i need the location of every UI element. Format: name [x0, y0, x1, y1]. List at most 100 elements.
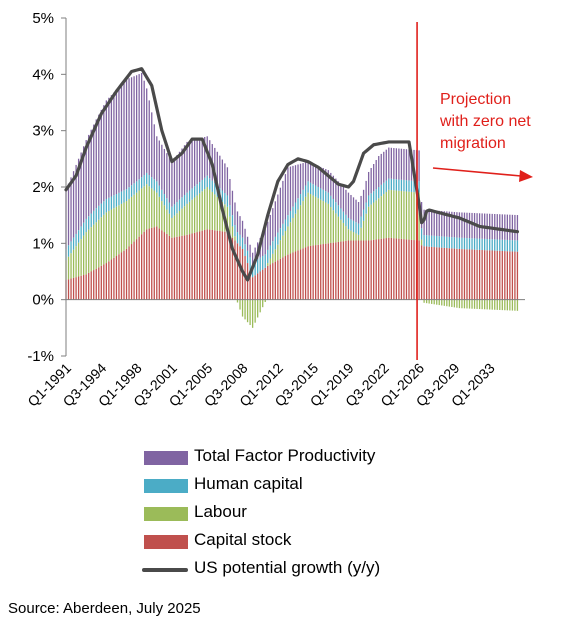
- bar-segment-human-capital: [337, 205, 340, 217]
- bar-segment-labour: [229, 216, 231, 235]
- bar-segment-total-factor-productivity: [330, 172, 332, 196]
- bar-segment-human-capital: [294, 202, 297, 214]
- bar-segment-labour: [461, 299, 463, 309]
- bar-segment-capital-stock: [98, 267, 100, 300]
- bar-segment-labour: [110, 209, 113, 260]
- bar-segment-human-capital: [113, 195, 115, 209]
- bar-segment-human-capital: [246, 250, 249, 264]
- bar-segment-capital-stock: [473, 249, 476, 300]
- bar-segment-total-factor-productivity: [289, 166, 292, 211]
- bar-segment-labour: [489, 299, 491, 310]
- bar-segment-capital-stock: [231, 237, 234, 300]
- bar-segment-labour: [246, 299, 249, 323]
- bar-segment-labour: [297, 209, 299, 251]
- bar-segment-human-capital: [501, 239, 503, 251]
- annotation-text: with zero net: [439, 113, 531, 130]
- bar-segment-capital-stock: [362, 240, 365, 300]
- bar-segment-labour: [277, 244, 279, 261]
- bar-segment-labour: [433, 299, 435, 305]
- bar-segment-human-capital: [128, 187, 130, 199]
- bar-segment-labour: [317, 198, 319, 245]
- bar-segment-labour: [199, 193, 201, 232]
- bar-segment-capital-stock: [161, 230, 163, 300]
- bar-segment-total-factor-productivity: [373, 164, 375, 192]
- bar-segment-total-factor-productivity: [181, 148, 183, 198]
- bar-segment-human-capital: [458, 237, 461, 249]
- bar-segment-labour: [226, 206, 229, 233]
- bar-segment-total-factor-productivity: [393, 148, 395, 180]
- bar-segment-total-factor-productivity: [274, 201, 276, 237]
- bar-segment-capital-stock: [320, 244, 322, 300]
- bar-segment-capital-stock: [315, 245, 317, 300]
- bar-segment-capital-stock: [398, 238, 400, 300]
- bar-segment-total-factor-productivity: [80, 152, 82, 227]
- bar-segment-capital-stock: [176, 236, 178, 300]
- bar-segment-human-capital: [163, 194, 166, 206]
- bar-segment-labour: [486, 299, 488, 310]
- bar-segment-labour: [221, 201, 224, 232]
- bar-segment-capital-stock: [491, 250, 493, 300]
- legend-label: US potential growth (y/y): [194, 558, 381, 577]
- bar-segment-labour: [423, 299, 425, 303]
- bar-segment-human-capital: [486, 238, 488, 251]
- bar-segment-capital-stock: [378, 239, 380, 300]
- bar-segment-human-capital: [453, 237, 456, 249]
- bar-segment-human-capital: [204, 177, 206, 190]
- bar-segment-total-factor-productivity: [254, 247, 256, 262]
- bar-segment-capital-stock: [128, 246, 130, 300]
- bar-segment-labour: [141, 188, 143, 235]
- bar-segment-human-capital: [168, 202, 171, 214]
- bar-segment-total-factor-productivity: [342, 187, 345, 212]
- bar-segment-total-factor-productivity: [400, 148, 403, 180]
- bar-segment-capital-stock: [325, 243, 327, 300]
- bar-segment-human-capital: [254, 261, 256, 276]
- bar-segment-human-capital: [332, 198, 334, 211]
- bar-segment-labour: [156, 192, 158, 227]
- bar-segment-human-capital: [80, 226, 82, 240]
- bar-segment-total-factor-productivity: [146, 88, 148, 173]
- bar-segment-capital-stock: [458, 248, 461, 300]
- bar-segment-capital-stock: [130, 244, 133, 300]
- bar-segment-labour: [390, 190, 392, 238]
- bar-segment-labour: [216, 196, 218, 231]
- legend-swatch-potential-growth: [142, 568, 188, 572]
- bar-segment-labour: [448, 299, 450, 307]
- bar-segment-capital-stock: [347, 240, 350, 300]
- bar-segment-labour: [269, 258, 271, 265]
- bar-segment-capital-stock: [209, 229, 211, 300]
- bar-segment-capital-stock: [88, 272, 90, 300]
- bar-segment-total-factor-productivity: [277, 194, 279, 233]
- bar-segment-total-factor-productivity: [163, 148, 166, 195]
- bar-segment-human-capital: [499, 239, 501, 251]
- bar-segment-human-capital: [471, 238, 473, 250]
- bar-segment-labour: [302, 201, 304, 249]
- bar-segment-capital-stock: [514, 251, 516, 300]
- bar-segment-labour: [509, 299, 511, 311]
- bar-segment-capital-stock: [436, 247, 438, 300]
- bar-segment-capital-stock: [196, 232, 198, 300]
- bar-segment-total-factor-productivity: [241, 220, 244, 238]
- bar-segment-labour: [456, 299, 458, 308]
- bar-segment-capital-stock: [375, 239, 377, 300]
- bar-segment-labour: [511, 299, 514, 311]
- bar-segment-human-capital: [350, 219, 352, 231]
- bar-segment-capital-stock: [204, 229, 206, 300]
- bar-segment-human-capital: [161, 189, 163, 202]
- bar-segment-total-factor-productivity: [448, 211, 450, 237]
- bar-segment-capital-stock: [103, 264, 105, 300]
- bar-segment-labour: [83, 235, 85, 276]
- bar-segment-labour: [72, 249, 75, 278]
- bar-segment-capital-stock: [309, 245, 312, 300]
- bar-segment-labour: [299, 205, 302, 250]
- bar-segment-total-factor-productivity: [304, 162, 307, 186]
- bar-segment-labour: [405, 191, 408, 240]
- bar-segment-labour: [496, 299, 498, 310]
- bar-segment-labour: [428, 299, 430, 304]
- bar-segment-labour: [327, 203, 329, 244]
- bar-segment-human-capital: [380, 184, 382, 197]
- bar-segment-total-factor-productivity: [345, 189, 347, 215]
- bar-segment-capital-stock: [425, 246, 428, 300]
- bar-segment-total-factor-productivity: [458, 212, 461, 238]
- bar-segment-human-capital: [367, 195, 370, 207]
- bar-segment-labour: [463, 299, 466, 309]
